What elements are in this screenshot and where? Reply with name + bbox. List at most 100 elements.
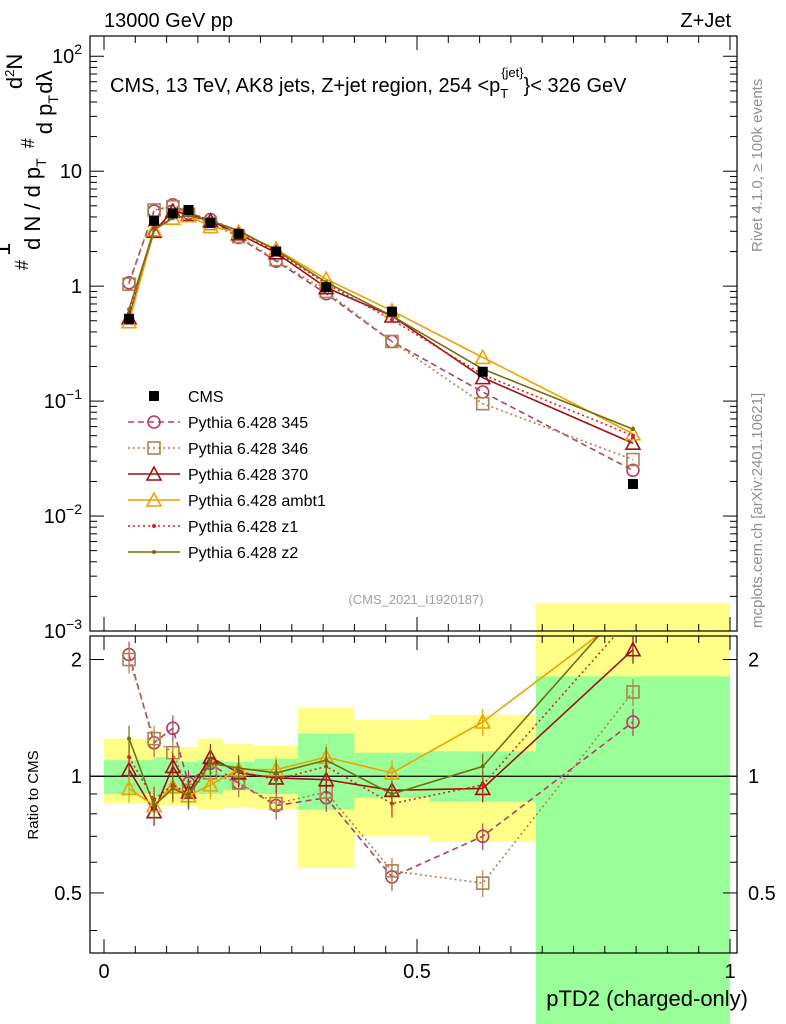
cms-data-point: [386, 306, 397, 317]
plot-frames: [89, 35, 738, 954]
series-point-ratio: [269, 796, 283, 811]
ylabel-one: 1: [0, 243, 16, 256]
ylabel-hash-1: #: [12, 260, 32, 270]
y-axis-label: #1d N / d pT#d pTd2Ndλ: [0, 54, 61, 270]
y-tick-label-base: 10: [60, 161, 82, 183]
legend-label: Pythia 6.428 370: [188, 467, 308, 484]
cms-data-points: [124, 204, 638, 490]
series-point-main: [389, 317, 394, 322]
series-point-main: [474, 348, 492, 365]
series-point-main: [630, 427, 635, 432]
legend-label: Pythia 6.428 z2: [188, 545, 298, 562]
series-point-main: [624, 425, 642, 441]
y-tick-label: 10−3: [44, 616, 82, 643]
plot-title-main: CMS, 13 TeV, AK8 jets, Z+jet region, 254…: [110, 75, 500, 97]
header-right: Z+Jet: [680, 10, 731, 32]
series-point-ratio: [120, 779, 138, 796]
ylabel-dlambda-2: dλ: [32, 70, 57, 93]
rivet-label: Rivet 4.1.0, ≥ 100k events: [749, 79, 766, 252]
series-point-ratio: [475, 876, 490, 890]
series-point-ratio: [480, 764, 485, 769]
legend: CMS Pythia 6.428 345 Pythia 6.428 346 Pythi…: [128, 389, 326, 562]
series-point-main: [475, 396, 490, 411]
cms-data-point: [167, 208, 178, 219]
ylabel-dpt: d p: [32, 104, 57, 135]
y-tick-label: 102: [52, 41, 82, 68]
series-point-ratio: [324, 758, 329, 763]
y-tick-label: 1: [71, 276, 82, 298]
legend-marker-cms: [149, 391, 159, 401]
series-point-ratio: [385, 864, 399, 878]
series-point-main: [624, 434, 642, 451]
cms-data-point: [124, 313, 135, 324]
cms-data-point: [205, 217, 216, 228]
legend-marker: [152, 550, 156, 554]
y-tick-label: 10: [60, 161, 82, 183]
series-point-main: [152, 227, 157, 232]
y-tick-label-base: 10: [52, 46, 74, 68]
mcplots-label: mcplots.cern.ch [arXiv:2401.10621]: [749, 393, 766, 628]
cms-data-point: [321, 282, 332, 293]
legend-label-cms: CMS: [188, 389, 224, 406]
main-frame: [89, 35, 738, 632]
series-point-ratio: [317, 770, 335, 787]
cms-data-point: [183, 204, 194, 215]
series-point-ratio: [389, 791, 394, 796]
cms-data-point: [627, 479, 638, 490]
analysis-id: (CMS_2021_I1920187): [348, 592, 483, 607]
y-tick-label-exp: 2: [74, 41, 82, 57]
y-tick-label-exp: −2: [66, 501, 82, 517]
ratio-band-green: [154, 757, 167, 798]
cms-data-point: [477, 366, 488, 377]
series-point-ratio: [202, 776, 219, 792]
series-point-ratio: [274, 770, 279, 775]
series-point-main: [127, 307, 132, 312]
series-point-main: [385, 334, 399, 349]
x-tick-label: 0.5: [403, 961, 431, 983]
ylabel-dlambda-1: d: [2, 77, 27, 89]
plot-title: CMS, 13 TeV, AK8 jets, Z+jet region, 254…: [110, 65, 627, 101]
y-tick-label: 10−2: [44, 501, 82, 528]
y-tick-label-base: 10: [44, 391, 66, 413]
legend-marker: [147, 415, 161, 429]
series-point-ratio: [127, 755, 132, 760]
legend-label: Pythia 6.428 346: [188, 441, 308, 458]
series-point-ratio: [166, 721, 180, 736]
x-tick-label: 0: [98, 961, 109, 983]
legend-marker: [147, 441, 161, 455]
ylabel-t-sub-2: T: [45, 95, 61, 104]
series-point-ratio: [480, 782, 485, 787]
series-line-main: [128, 210, 634, 444]
plot-title-sup: {jet}: [501, 65, 524, 80]
series-point-ratio: [626, 715, 640, 729]
series-point-ratio: [170, 786, 175, 791]
legend-label: Pythia 6.428 345: [188, 415, 308, 432]
legend-label: Pythia 6.428 ambt1: [188, 493, 326, 510]
legend-marker: [145, 465, 163, 481]
ratio-tick-label-left: 1: [71, 766, 82, 788]
series-point-ratio: [208, 761, 213, 766]
series-point-main: [122, 277, 136, 291]
series-point-ratio: [474, 713, 492, 729]
ratio-tick-label-left: 2: [71, 650, 82, 672]
y-tick-label: 10−1: [44, 386, 82, 413]
y-tick-label-base: 10: [44, 621, 66, 643]
cms-data-point: [233, 228, 244, 239]
ratio-frame: [89, 635, 738, 954]
cms-data-point: [149, 215, 160, 226]
y-tick-label-exp: −1: [66, 386, 82, 402]
series-point-main: [630, 433, 635, 438]
series-ratio-group: [127, 636, 600, 820]
legend-marker: [152, 524, 156, 528]
ratio-y-label: Ratio to CMS: [25, 750, 42, 839]
y-tick-label-base: 10: [44, 506, 66, 528]
series-point-ratio: [127, 736, 132, 741]
x-axis-label: pTD2 (charged-only): [546, 986, 748, 1011]
plot-title-end: }< 326 GeV: [524, 75, 628, 97]
legend-label: Pythia 6.428 z1: [188, 519, 298, 536]
series-point-ratio: [122, 652, 136, 667]
series-point-main: [626, 452, 640, 467]
plot-title-sub: T: [500, 86, 508, 101]
